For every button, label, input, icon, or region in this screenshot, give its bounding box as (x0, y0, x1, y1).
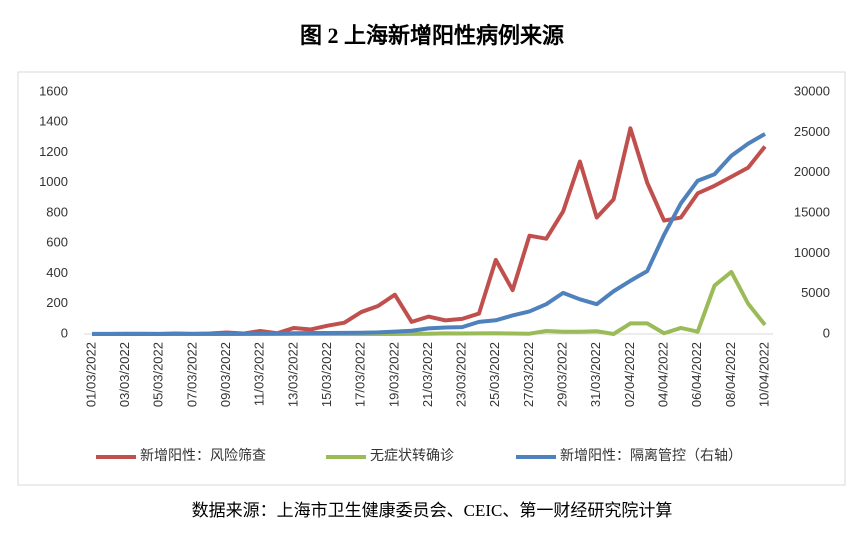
y-tick-label: 600 (46, 235, 68, 250)
x-tick-label: 19/03/2022 (386, 342, 401, 407)
legend-label: 无症状转确诊 (370, 448, 454, 464)
y2-tick-label: 25000 (794, 124, 830, 139)
x-tick-label: 08/04/2022 (723, 342, 738, 407)
x-tick-label: 11/03/2022 (252, 342, 267, 406)
y2-tick-label: 15000 (794, 204, 830, 219)
y-tick-label: 1600 (39, 83, 68, 98)
x-tick-label: 06/04/2022 (689, 342, 704, 407)
x-tick-label: 02/04/2022 (622, 342, 637, 407)
x-tick-label: 29/03/2022 (555, 342, 570, 407)
legend-label: 新增阳性：风险筛查 (140, 448, 266, 464)
x-tick-label: 27/03/2022 (521, 342, 536, 407)
source: 数据来源：上海市卫生健康委员会、CEIC、第一财经研究院计算 (192, 501, 673, 520)
y-tick-label: 800 (46, 204, 68, 219)
y-tick-label: 400 (46, 265, 68, 280)
series-line (92, 269, 767, 336)
y2-tick-label: 20000 (794, 164, 830, 179)
x-tick-label: 21/03/2022 (420, 342, 435, 407)
x-tick-label: 15/03/2022 (319, 342, 334, 407)
y2-tick-label: 30000 (794, 83, 830, 98)
y-tick-label: 0 (61, 325, 68, 340)
x-tick-label: 09/03/2022 (218, 342, 233, 407)
x-tick-label: 01/03/2022 (83, 342, 98, 407)
x-tick-label: 31/03/2022 (588, 342, 603, 407)
x-tick-label: 25/03/2022 (487, 342, 502, 407)
y-tick-label: 1400 (39, 114, 68, 129)
plot-frame (17, 71, 846, 486)
series-line (91, 132, 766, 336)
y2-tick-label: 5000 (801, 285, 830, 300)
x-tick-label: 03/03/2022 (117, 342, 132, 407)
y-tick-label: 200 (46, 295, 68, 310)
y-tick-label: 1000 (39, 174, 68, 189)
x-tick-label: 13/03/2022 (285, 342, 300, 407)
x-tick-label: 23/03/2022 (454, 342, 469, 407)
x-tick-label: 10/04/2022 (756, 342, 771, 407)
y-tick-label: 1200 (39, 144, 68, 159)
y2-tick-label: 10000 (794, 245, 830, 260)
legend-label: 新增阳性：隔离管控（右轴） (560, 447, 742, 464)
x-tick-label: 04/04/2022 (655, 342, 670, 407)
x-tick-label: 05/03/2022 (151, 342, 166, 407)
chart-title: 图 2 上海新增阳性病例来源 (300, 23, 564, 48)
x-tick-label: 17/03/2022 (353, 342, 368, 407)
y2-tick-label: 0 (823, 325, 830, 340)
x-tick-label: 07/03/2022 (184, 342, 199, 407)
